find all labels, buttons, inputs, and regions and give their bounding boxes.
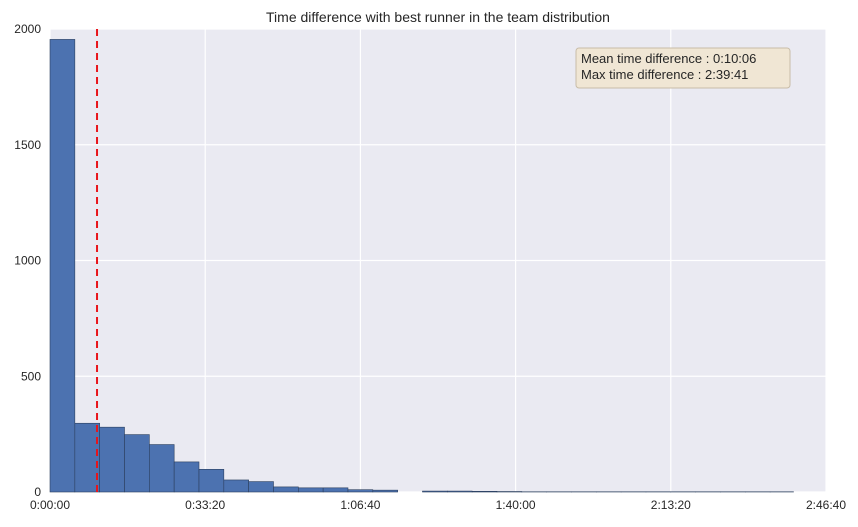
x-tick-label-1: 0:33:20: [185, 498, 225, 512]
chart-title: Time difference with best runner in the …: [266, 9, 610, 25]
x-tick-label-5: 2:46:40: [806, 498, 846, 512]
x-tick-label-0: 0:00:00: [30, 498, 70, 512]
histogram-bar-0: [49, 39, 76, 493]
histogram-bar-8: [248, 481, 274, 493]
histogram-bar-6: [198, 469, 225, 493]
y-tick-label-2: 1000: [14, 254, 41, 268]
histogram-bar-13: [372, 489, 398, 493]
y-axis-ticks: 0 500 1000 1500 2000: [14, 22, 41, 499]
histogram-bars: [49, 39, 794, 493]
histogram-bar-4: [149, 444, 175, 493]
annotation-background: [575, 47, 791, 89]
annotation-mean-text: Mean time difference : 0:10:06: [581, 51, 756, 66]
histogram-bar-3: [124, 434, 150, 493]
histogram-bar-12: [347, 489, 374, 493]
y-tick-label-3: 1500: [14, 138, 41, 152]
histogram-bar-15: [422, 490, 448, 493]
x-axis-ticks: 0:00:00 0:33:20 1:06:40 1:40:00 2:13:20 2:46:…: [30, 498, 846, 512]
histogram-bar-5: [173, 461, 200, 493]
histogram-bar-2: [99, 426, 125, 493]
histogram-bar-7: [223, 479, 249, 493]
x-tick-label-4: 2:13:20: [651, 498, 691, 512]
x-tick-label-3: 1:40:00: [496, 498, 536, 512]
histogram-bar-17: [471, 491, 498, 493]
histogram-bar-1: [74, 422, 100, 493]
histogram-bar-9: [273, 486, 299, 493]
histogram-bar-10: [298, 487, 324, 493]
y-tick-label-1: 500: [21, 369, 41, 383]
annotation-box: Mean time difference : 0:10:06 Max time …: [575, 47, 791, 89]
histogram-bar-11: [322, 487, 349, 493]
annotation-max-text: Max time difference : 2:39:41: [581, 67, 748, 82]
x-tick-label-2: 1:06:40: [340, 498, 380, 512]
y-tick-label-0: 0: [34, 485, 41, 499]
y-tick-label-4: 2000: [14, 22, 41, 36]
histogram-bar-16: [447, 490, 473, 493]
